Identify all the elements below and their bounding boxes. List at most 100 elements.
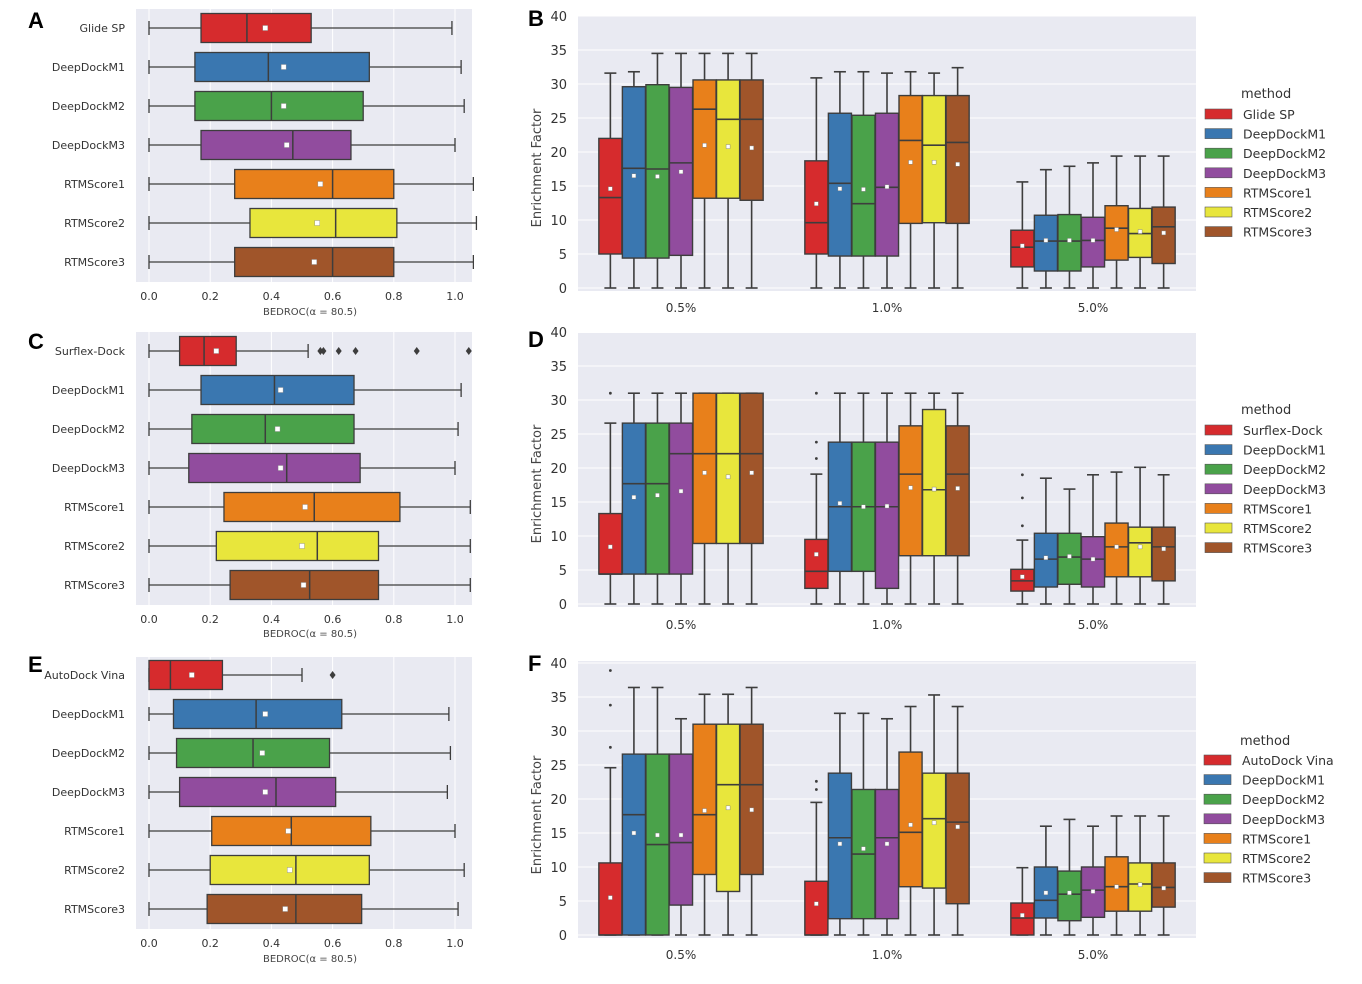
iqr-box — [715, 392, 741, 545]
legend-title: method — [1241, 403, 1291, 418]
y-tick-label: DeepDockM2 — [52, 747, 125, 760]
mean-marker — [861, 846, 866, 851]
iqr-box — [1127, 862, 1153, 912]
box-rtmscore2-50 — [1127, 155, 1153, 289]
mean-marker — [262, 25, 268, 31]
mean-marker — [262, 711, 268, 717]
legend: method Surflex-Dock DeepDockM1 DeepDockM2 De… — [1204, 403, 1326, 556]
y-tick-label: RTMScore2 — [64, 217, 125, 230]
mean-marker — [280, 103, 287, 109]
iqr-box — [172, 698, 343, 730]
legend-label: Glide SP — [1243, 107, 1295, 122]
box-deepdockm2: DeepDockM2 — [52, 413, 459, 445]
mean-marker — [608, 895, 613, 900]
mean-marker — [725, 474, 731, 480]
mean-marker — [1090, 556, 1096, 562]
panel-e: 0.0 0.2 0.4 0.6 0.8 1.0 BEDROC(α = 80.5) E AutoD… — [28, 652, 472, 965]
box-autodock-vina: AutoDock Vina — [44, 659, 336, 691]
iqr-box — [215, 530, 380, 562]
legend-item: DeepDockM1 — [1203, 773, 1325, 788]
panel-letter: D — [528, 327, 544, 352]
box-rtmscore1: RTMScore1 — [64, 168, 475, 200]
y-tick-label: 25 — [550, 428, 567, 443]
box-rtmscore3-50 — [1151, 155, 1176, 289]
mean-marker — [1043, 238, 1049, 243]
box-deepdockm1: DeepDockM1 — [52, 51, 462, 83]
mean-marker — [1020, 243, 1025, 249]
y-tick-label: 5 — [559, 895, 567, 910]
outlier-point — [320, 347, 327, 355]
legend-label: RTMScore1 — [1243, 185, 1312, 200]
y-tick-label: 25 — [550, 759, 567, 774]
box-rtmscore3-05 — [739, 686, 764, 936]
x-tick-label: 0.2 — [201, 290, 219, 303]
legend-swatch — [1203, 813, 1232, 825]
legend-label: RTMScore2 — [1242, 851, 1311, 866]
mean-marker — [861, 504, 866, 509]
box-deepdockm3-10 — [874, 72, 900, 289]
x-category-label: 5.0% — [1078, 618, 1109, 632]
mean-marker — [678, 488, 684, 494]
iqr-box — [827, 112, 853, 257]
mean-marker — [1020, 913, 1025, 918]
legend-label: DeepDockM3 — [1243, 166, 1326, 181]
mean-marker — [213, 348, 220, 354]
iqr-box — [804, 538, 829, 590]
legend-label: RTMScore2 — [1243, 205, 1312, 220]
iqr-box — [921, 772, 947, 889]
mean-marker — [749, 470, 754, 475]
iqr-box — [178, 776, 337, 808]
iqr-box — [1057, 870, 1082, 922]
box-rtmscore2: RTMScore2 — [64, 854, 465, 886]
x-tick-label: 1.0 — [446, 613, 464, 626]
x-tick-label: 0.0 — [140, 937, 158, 950]
mean-marker — [287, 867, 293, 873]
legend-item: DeepDockM3 — [1203, 812, 1325, 827]
legend-swatch — [1204, 128, 1233, 139]
mean-marker — [814, 901, 819, 906]
y-tick-label: RTMScore2 — [64, 540, 125, 553]
iqr-box — [874, 441, 900, 590]
iqr-box — [739, 723, 764, 876]
legend-swatch — [1204, 108, 1233, 120]
mean-marker — [1161, 546, 1166, 552]
x-tick-label: 0.4 — [263, 290, 281, 303]
mean-marker — [259, 750, 265, 756]
legend-swatch — [1204, 444, 1233, 455]
outlier-point — [329, 671, 336, 679]
y-tick-label: DeepDockM2 — [52, 100, 125, 113]
box-rtmscore3-50 — [1151, 473, 1176, 605]
iqr-box — [692, 79, 717, 199]
legend-label: AutoDock Vina — [1242, 753, 1334, 768]
legend-swatch — [1204, 503, 1233, 514]
y-tick-label: DeepDockM3 — [52, 139, 125, 152]
x-axis-label: BEDROC(α = 80.5) — [263, 307, 357, 318]
mean-marker — [1043, 890, 1049, 896]
box-deepdockm3-05 — [668, 392, 694, 605]
mean-marker — [955, 824, 960, 830]
mean-marker — [277, 465, 284, 471]
legend-swatch — [1204, 424, 1233, 436]
mean-marker — [1137, 882, 1143, 887]
y-tick-label: DeepDockM1 — [52, 708, 125, 721]
box-rtmscore1-10 — [898, 705, 923, 936]
box-deepdockm1: DeepDockM1 — [52, 698, 450, 730]
legend-label: DeepDockM2 — [1242, 792, 1325, 807]
box-rtmscore1-50 — [1104, 471, 1129, 605]
panel-letter: C — [28, 329, 44, 354]
y-tick-label: RTMScore3 — [64, 579, 125, 592]
box-rtmscore1-10 — [898, 70, 923, 289]
legend-item: DeepDockM1 — [1204, 443, 1326, 458]
panel-c: 0.0 0.2 0.4 0.6 0.8 1.0 BEDROC(α = 80.5) C Surfl… — [28, 329, 472, 640]
legend-label: DeepDockM1 — [1243, 443, 1326, 458]
x-axis-label: BEDROC(α = 80.5) — [263, 629, 357, 640]
iqr-box — [1057, 532, 1082, 585]
x-category-label: 5.0% — [1078, 301, 1109, 315]
y-tick-label: 15 — [550, 827, 567, 842]
legend-swatch — [1204, 522, 1233, 534]
x-category-label: 0.5% — [666, 301, 697, 315]
box-deepdockm2-05 — [645, 392, 670, 605]
y-tick-label: AutoDock Vina — [44, 669, 125, 682]
panel-f: 0 5 10 15 20 25 30 35 40 Enrichment Factor F 0.5% 1.… — [528, 651, 1334, 962]
iqr-box — [715, 79, 741, 199]
